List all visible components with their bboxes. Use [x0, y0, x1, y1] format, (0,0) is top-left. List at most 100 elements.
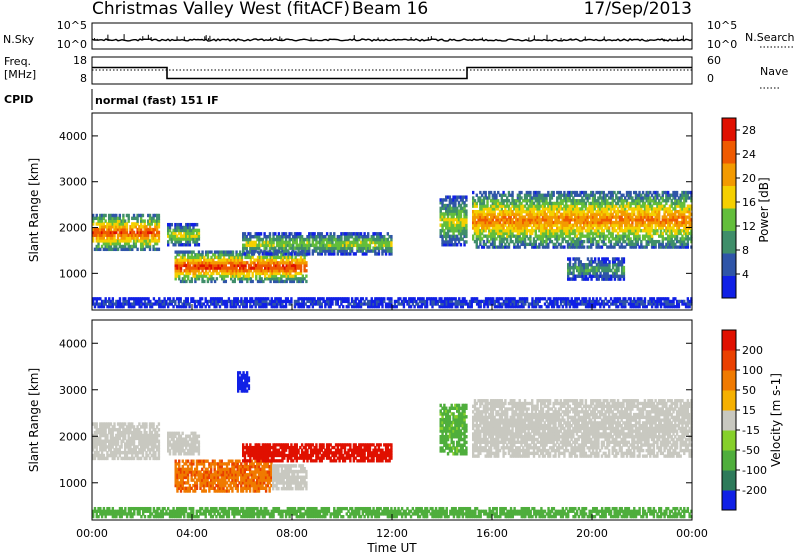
power-cell: [632, 218, 636, 222]
power-cell: [602, 277, 606, 281]
power-cell: [408, 305, 411, 309]
power-cell: [231, 302, 234, 306]
power-cell: [140, 299, 143, 304]
power-cell: [132, 233, 136, 237]
power-cell: [604, 260, 608, 264]
power-cell: [190, 228, 193, 233]
power-cell: [486, 204, 489, 208]
power-cell: [99, 239, 102, 243]
power-cell: [454, 297, 457, 301]
power-cell: [260, 266, 263, 270]
power-cell: [215, 302, 218, 306]
power-cell: [404, 299, 407, 304]
power-cell: [497, 201, 500, 206]
power-cell: [632, 237, 636, 241]
power-cell: [129, 239, 132, 243]
power-cell: [93, 297, 97, 301]
power-cell: [624, 226, 627, 230]
power-cell: [627, 215, 630, 219]
power-cell: [538, 297, 541, 301]
power-cell: [143, 222, 146, 226]
power-cell: [340, 299, 343, 304]
power-cell: [354, 297, 357, 301]
power-cell: [267, 269, 270, 273]
power-cell: [688, 223, 691, 227]
power-cell: [597, 212, 600, 217]
power-cell: [434, 302, 438, 306]
power-cell: [176, 263, 179, 268]
power-cell: [106, 233, 109, 237]
power-cell: [572, 204, 575, 208]
power-cell: [663, 237, 666, 241]
power-cell: [665, 199, 668, 203]
power-cell: [543, 226, 546, 230]
power-cell: [650, 207, 654, 211]
power-cell: [111, 225, 114, 229]
power-cell: [609, 196, 613, 200]
power-cell: [454, 305, 457, 309]
power-cell: [122, 219, 125, 223]
power-cell: [541, 201, 545, 206]
power-cell: [465, 212, 468, 216]
power-cell: [572, 223, 575, 227]
power-cell: [568, 231, 571, 236]
power-cell: [139, 222, 143, 226]
power-cell: [577, 201, 580, 206]
power-cell: [450, 234, 453, 239]
power-cell: [226, 274, 229, 278]
power-cell: [247, 299, 250, 304]
power-cell: [222, 258, 226, 262]
power-cell: [456, 215, 459, 219]
power-cell: [352, 240, 356, 245]
power-cell: [372, 234, 375, 239]
power-cell: [518, 215, 521, 219]
power-cell: [588, 229, 591, 233]
power-cell: [634, 231, 638, 236]
power-cell: [289, 261, 292, 265]
power-cell: [238, 299, 241, 304]
power-cell: [342, 299, 345, 304]
power-cell: [522, 207, 525, 211]
power-cell: [684, 234, 688, 238]
power-cell: [668, 239, 672, 244]
power-cell: [609, 201, 613, 206]
power-cell: [472, 234, 475, 238]
power-cell: [258, 252, 261, 256]
power-cell: [565, 215, 568, 219]
power-cell: [229, 299, 232, 304]
power-cell: [211, 297, 215, 301]
power-cell: [111, 233, 114, 237]
power-cell: [525, 193, 529, 197]
power-cell: [107, 230, 111, 235]
power-cell: [111, 247, 114, 252]
power-cell: [92, 216, 95, 221]
power-cell: [379, 240, 382, 245]
power-cell: [183, 228, 186, 233]
power-cell: [308, 252, 311, 256]
power-cell: [629, 193, 632, 197]
power-cell: [368, 243, 372, 248]
power-cell: [588, 201, 591, 206]
power-cell: [584, 193, 588, 197]
power-cell: [575, 204, 579, 208]
power-cell: [568, 277, 572, 281]
power-cell: [649, 234, 652, 238]
power-cell: [258, 302, 261, 306]
power-cell: [299, 266, 303, 270]
power-cell: [670, 220, 673, 225]
power-cell: [280, 261, 283, 265]
power-cell: [306, 249, 309, 253]
power-cell: [670, 218, 673, 222]
power-cell: [283, 271, 287, 276]
power-cell: [502, 199, 505, 203]
power-cell: [684, 231, 688, 236]
power-cell: [240, 302, 243, 306]
power-cell: [95, 244, 98, 249]
power-cell: [500, 234, 504, 238]
power-cell: [579, 220, 582, 225]
power-cell: [518, 297, 522, 301]
power-cell: [131, 225, 134, 229]
power-cell: [268, 299, 272, 304]
power-cell: [218, 297, 222, 301]
